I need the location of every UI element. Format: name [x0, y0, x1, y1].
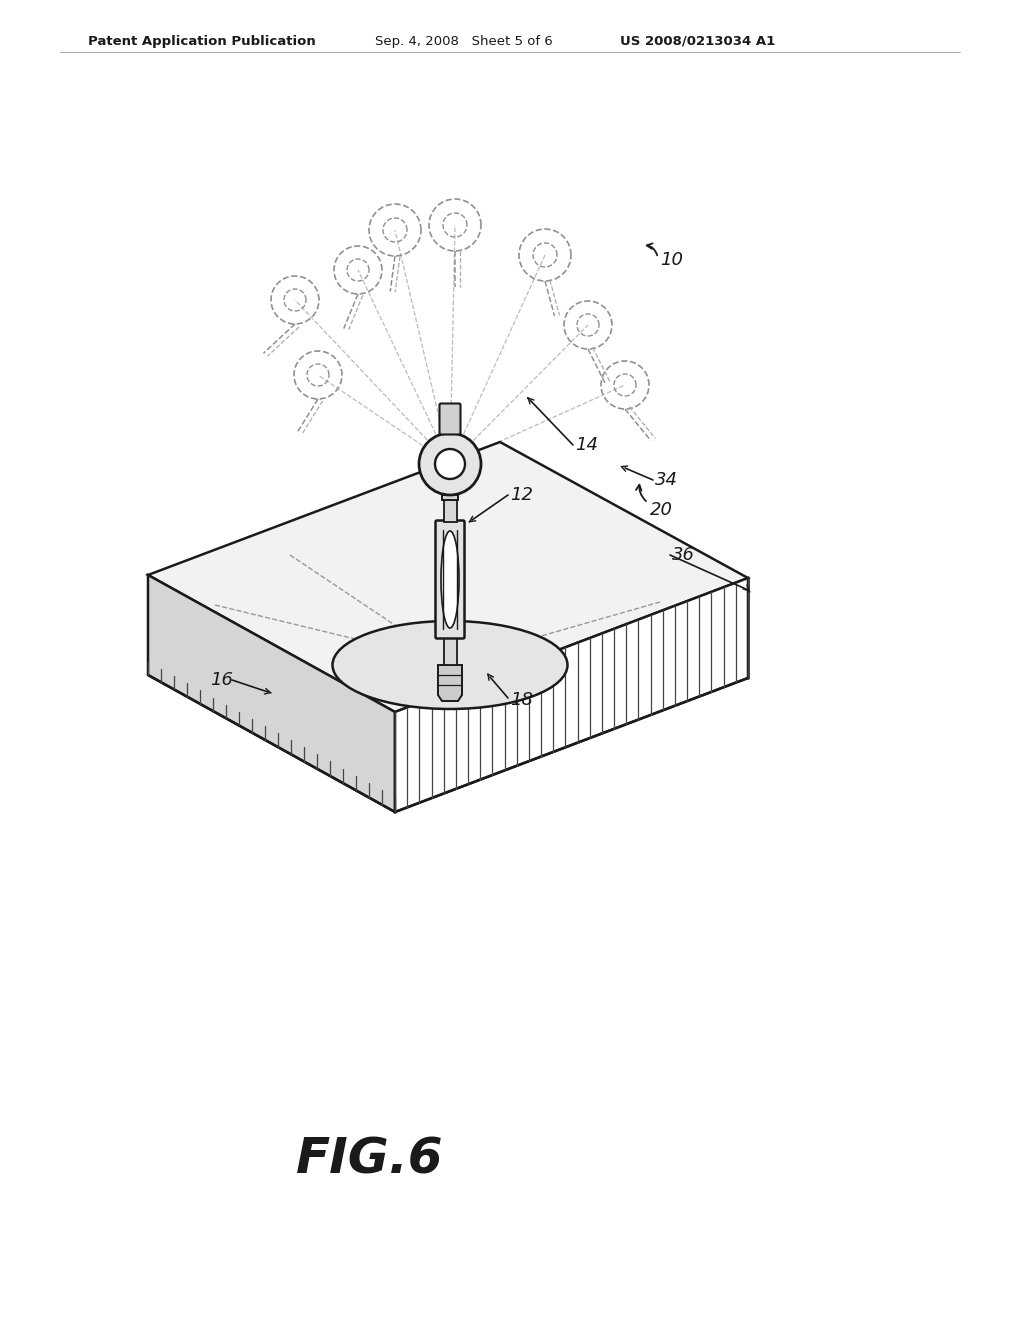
- FancyBboxPatch shape: [443, 638, 457, 665]
- Ellipse shape: [441, 531, 459, 628]
- FancyBboxPatch shape: [443, 500, 457, 521]
- Polygon shape: [148, 442, 748, 711]
- Text: 14: 14: [575, 436, 598, 454]
- Circle shape: [419, 433, 481, 495]
- Text: Patent Application Publication: Patent Application Publication: [88, 36, 315, 48]
- Polygon shape: [148, 576, 395, 812]
- Polygon shape: [438, 665, 462, 701]
- Text: Sep. 4, 2008   Sheet 5 of 6: Sep. 4, 2008 Sheet 5 of 6: [375, 36, 553, 48]
- Text: 12: 12: [510, 486, 534, 504]
- Text: 34: 34: [655, 471, 678, 488]
- Circle shape: [435, 449, 465, 479]
- FancyBboxPatch shape: [442, 495, 458, 500]
- Text: 18: 18: [510, 690, 534, 709]
- Polygon shape: [395, 578, 748, 812]
- FancyBboxPatch shape: [435, 520, 465, 639]
- Text: 20: 20: [650, 502, 673, 519]
- Ellipse shape: [333, 620, 567, 709]
- Text: FIG.6: FIG.6: [296, 1137, 443, 1184]
- FancyBboxPatch shape: [439, 404, 461, 434]
- Text: US 2008/0213034 A1: US 2008/0213034 A1: [620, 36, 775, 48]
- Text: 36: 36: [672, 546, 695, 564]
- Text: 10: 10: [660, 251, 683, 269]
- Text: 16: 16: [210, 671, 233, 689]
